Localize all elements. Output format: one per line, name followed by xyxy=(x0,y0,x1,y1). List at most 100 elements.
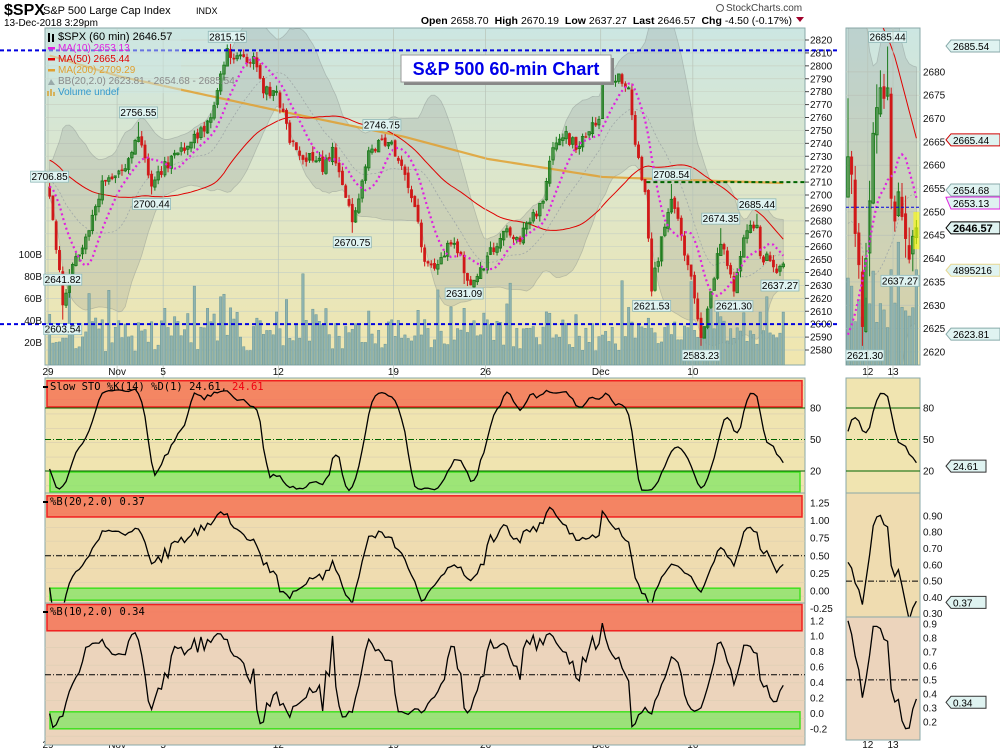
volume-bar xyxy=(650,327,654,365)
value-tag-label: 2685.54 xyxy=(953,42,990,53)
volume-bar xyxy=(755,343,759,365)
candlestick xyxy=(693,271,696,304)
candlestick xyxy=(748,220,753,234)
volume-bar xyxy=(544,311,548,365)
candle-body xyxy=(875,107,879,136)
indicator-tick-label: 0.25 xyxy=(810,569,830,580)
candlestick xyxy=(423,244,427,267)
price-annotation-box xyxy=(652,168,691,181)
candle-body xyxy=(337,162,341,173)
candlestick xyxy=(196,128,200,144)
candlestick xyxy=(363,164,368,184)
candlestick xyxy=(686,253,690,271)
price-tick-label: 2740 xyxy=(810,139,833,150)
candlestick xyxy=(571,136,575,149)
candle-body xyxy=(772,259,775,268)
candle-body xyxy=(219,73,223,92)
indicator-tick-label: 0.8 xyxy=(810,647,824,658)
volume-bar xyxy=(74,348,78,365)
candle-body xyxy=(640,156,644,181)
volume-bar xyxy=(288,338,292,365)
candle-body xyxy=(176,152,180,155)
candle-body xyxy=(380,138,384,140)
candle-body xyxy=(732,275,736,292)
candle-body xyxy=(291,140,295,143)
volume-bar xyxy=(666,323,670,365)
volume-bar xyxy=(301,273,305,365)
value-tag xyxy=(945,327,1000,341)
quote-value: 2637.27 xyxy=(589,15,627,27)
candle-body xyxy=(311,151,315,161)
candle-body xyxy=(196,132,200,139)
candlestick xyxy=(889,87,893,210)
volume-bar xyxy=(262,334,265,365)
candle-body xyxy=(439,257,443,265)
candle-body xyxy=(885,87,890,97)
price-annotation: 2641.82 xyxy=(45,275,82,286)
volume-bar xyxy=(245,350,249,365)
candle-body xyxy=(357,198,361,213)
volume-bar xyxy=(558,336,561,365)
price-annotation: 2685.44 xyxy=(739,200,776,211)
timestamp: 13-Dec-2018 3:29pm xyxy=(4,18,98,29)
volume-bar xyxy=(242,346,246,365)
candle-body xyxy=(334,147,338,164)
price-tick-label: 2790 xyxy=(810,74,833,85)
candlestick xyxy=(561,133,565,147)
volume-bar xyxy=(600,334,604,365)
volume-bar xyxy=(373,343,377,365)
candle-body xyxy=(179,147,183,152)
volume-bar xyxy=(646,317,650,365)
volume-bar xyxy=(58,341,61,365)
candle-body xyxy=(889,93,893,199)
volume-bar xyxy=(886,327,890,365)
volume-bar xyxy=(324,308,328,365)
inset-price-tick-label: 2625 xyxy=(923,324,946,335)
volume-bar xyxy=(281,345,285,365)
candle-body xyxy=(735,272,739,294)
volume-bar xyxy=(452,339,456,365)
candlestick xyxy=(673,196,677,214)
volume-bar xyxy=(554,334,558,365)
candle-body xyxy=(568,133,571,145)
candle-body xyxy=(515,237,519,241)
value-tag-label: 2653.13 xyxy=(953,199,990,210)
volume-bar xyxy=(871,270,875,365)
candle-body xyxy=(268,86,272,97)
candle-body xyxy=(186,145,190,150)
candlestick xyxy=(719,228,723,256)
candlestick xyxy=(498,233,502,252)
candlestick xyxy=(100,175,104,205)
volume-bar xyxy=(633,337,637,365)
candle-body xyxy=(199,127,203,138)
overbought-zone xyxy=(46,379,803,408)
candlestick xyxy=(525,221,529,235)
candlestick xyxy=(715,247,720,280)
candle-body xyxy=(702,326,706,339)
indicator-tick-label: 0.00 xyxy=(810,587,830,598)
candlestick xyxy=(508,226,512,238)
value-tag xyxy=(945,39,1000,53)
candlestick xyxy=(413,195,417,208)
candlestick xyxy=(778,264,782,277)
volume-bar xyxy=(90,321,94,365)
indicator-tick-label: 1.0 xyxy=(810,632,824,643)
volume-bar xyxy=(48,314,52,365)
candle-body xyxy=(143,144,147,159)
down-arrow-icon xyxy=(796,17,804,22)
quote-label: Open xyxy=(421,15,448,27)
volume-bar xyxy=(587,342,591,365)
candlestick xyxy=(209,113,213,129)
volume-bar xyxy=(222,293,226,365)
volume-bar xyxy=(914,269,918,365)
candle-body xyxy=(705,308,710,328)
volume-bar xyxy=(502,344,506,365)
candle-body xyxy=(676,207,680,219)
candlestick xyxy=(557,133,562,146)
volume-bar xyxy=(400,337,404,365)
volume-bar xyxy=(51,342,55,365)
candlestick xyxy=(350,198,354,233)
indicator-value-tag xyxy=(945,695,987,709)
inset-indicator-tick-label: 0.3 xyxy=(923,703,937,714)
volume-bar xyxy=(465,332,469,365)
